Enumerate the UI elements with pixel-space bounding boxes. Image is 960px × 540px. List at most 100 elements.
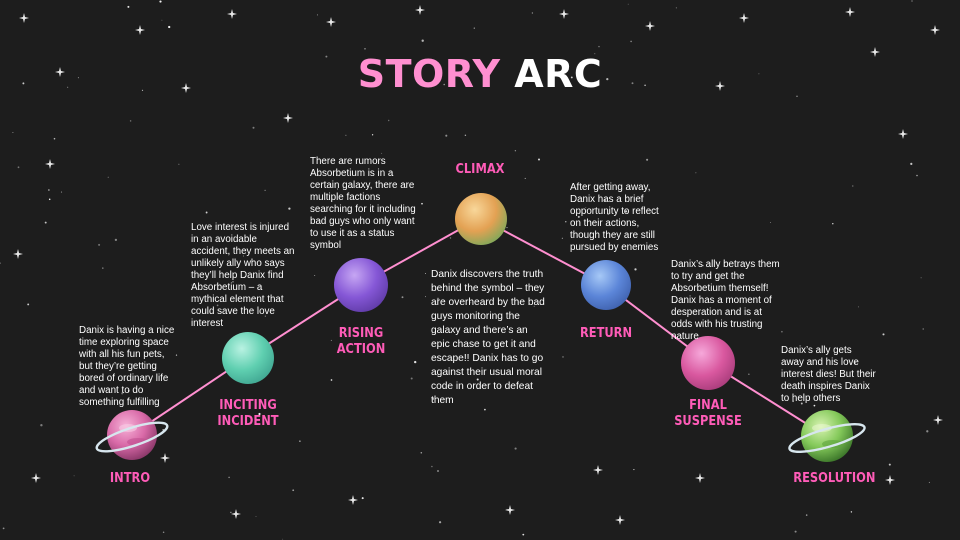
- star-dot: [792, 400, 794, 403]
- sparkle-star-icon: [227, 9, 237, 19]
- star-dot: [514, 150, 517, 152]
- star-dot: [141, 89, 144, 92]
- star-dot: [314, 275, 316, 277]
- sparkle-star-icon: [505, 505, 515, 515]
- star-dot: [920, 277, 922, 279]
- star-dot: [425, 272, 426, 274]
- star-dot: [264, 189, 266, 192]
- sparkle-star-icon: [739, 13, 749, 23]
- star-dot: [102, 267, 104, 269]
- star-dot: [464, 134, 467, 137]
- star-dot: [129, 120, 132, 122]
- star-dot: [27, 303, 30, 306]
- sparkle-star-icon: [559, 9, 569, 19]
- star-dot: [216, 304, 219, 307]
- stage-description-rising-action: There are rumors Absorbetium is in a cer…: [310, 156, 416, 251]
- star-dot: [570, 76, 573, 79]
- star-dot: [361, 497, 364, 500]
- title-word-arc: ARC: [514, 52, 603, 96]
- stage-label-final-suspense: FINAL SUSPENSE: [674, 398, 742, 429]
- star-dot: [695, 172, 697, 174]
- star-dot: [258, 412, 261, 416]
- star-dot: [882, 333, 885, 336]
- star-dot: [533, 305, 535, 307]
- magenta-planet: [681, 336, 735, 390]
- star-dot: [162, 531, 165, 533]
- star-dot: [748, 373, 750, 375]
- star-dot: [421, 202, 423, 205]
- sparkle-star-icon: [135, 25, 145, 35]
- star-dot: [832, 222, 834, 225]
- star-dot: [330, 339, 332, 341]
- star-dot: [0, 262, 1, 264]
- sparkle-star-icon: [695, 473, 705, 483]
- sparkle-star-icon: [160, 453, 170, 463]
- star-dot: [98, 243, 101, 246]
- star-dot: [607, 212, 610, 216]
- stage-label-inciting-incident: INCITING INCIDENT: [217, 398, 279, 429]
- star-dot: [916, 174, 918, 177]
- stage-description-intro: Danix is having a nice time exploring sp…: [79, 325, 175, 408]
- star-dot: [577, 215, 580, 218]
- star-dot: [473, 27, 475, 29]
- star-dot: [794, 530, 797, 533]
- star-dot: [857, 306, 859, 308]
- star-dot: [127, 390, 130, 392]
- star-dot: [292, 489, 295, 492]
- star-dot: [330, 379, 333, 381]
- sparkle-star-icon: [415, 5, 425, 15]
- star-dot: [922, 328, 924, 330]
- star-dot: [299, 440, 301, 442]
- star-dot: [401, 296, 404, 299]
- star-dot: [114, 238, 118, 242]
- star-dot: [633, 469, 635, 471]
- star-dot: [371, 134, 374, 136]
- star-dot: [159, 0, 162, 3]
- star-dot: [255, 516, 257, 517]
- star-dot: [53, 137, 56, 140]
- stage-label-intro: INTRO: [109, 471, 151, 486]
- slide-title: STORY ARC: [0, 52, 960, 96]
- sparkle-star-icon: [885, 475, 895, 485]
- star-dot: [364, 47, 366, 50]
- star-dot: [537, 158, 541, 161]
- star-dot: [60, 191, 63, 193]
- sparkle-star-icon: [615, 515, 625, 525]
- star-dot: [22, 82, 25, 85]
- star-dot: [854, 362, 856, 364]
- star-dot: [646, 158, 649, 161]
- star-dot: [161, 19, 163, 21]
- stage-label-return: RETURN: [579, 326, 633, 341]
- star-dot: [107, 176, 109, 178]
- sparkle-star-icon: [870, 47, 880, 57]
- sparkle-star-icon: [593, 465, 603, 475]
- sparkle-star-icon: [283, 113, 293, 123]
- pink-ringed-planet: [95, 410, 169, 460]
- star-dot: [178, 163, 180, 165]
- star-dot: [531, 12, 534, 14]
- star-dot: [630, 40, 632, 43]
- stage-description-resolution: Danix’s ally gets away and his love inte…: [781, 345, 876, 404]
- star-dot: [800, 402, 803, 405]
- sparkle-star-icon: [898, 129, 908, 139]
- star-dot: [414, 360, 417, 364]
- star-dot: [561, 237, 563, 239]
- sparkle-star-icon: [45, 159, 55, 169]
- star-dot: [410, 377, 413, 380]
- star-dot: [634, 268, 637, 271]
- star-dot: [437, 470, 439, 472]
- star-dot: [44, 221, 47, 224]
- star-dot: [888, 463, 891, 466]
- star-dot: [445, 134, 448, 137]
- sparkle-star-icon: [55, 67, 65, 77]
- star-dot: [631, 82, 634, 85]
- star-dot: [702, 265, 704, 267]
- star-dot: [48, 198, 51, 201]
- star-dot: [910, 162, 913, 166]
- sparkle-star-icon: [930, 25, 940, 35]
- star-dot: [325, 55, 328, 58]
- star-dot: [562, 356, 564, 358]
- star-dot: [476, 378, 479, 381]
